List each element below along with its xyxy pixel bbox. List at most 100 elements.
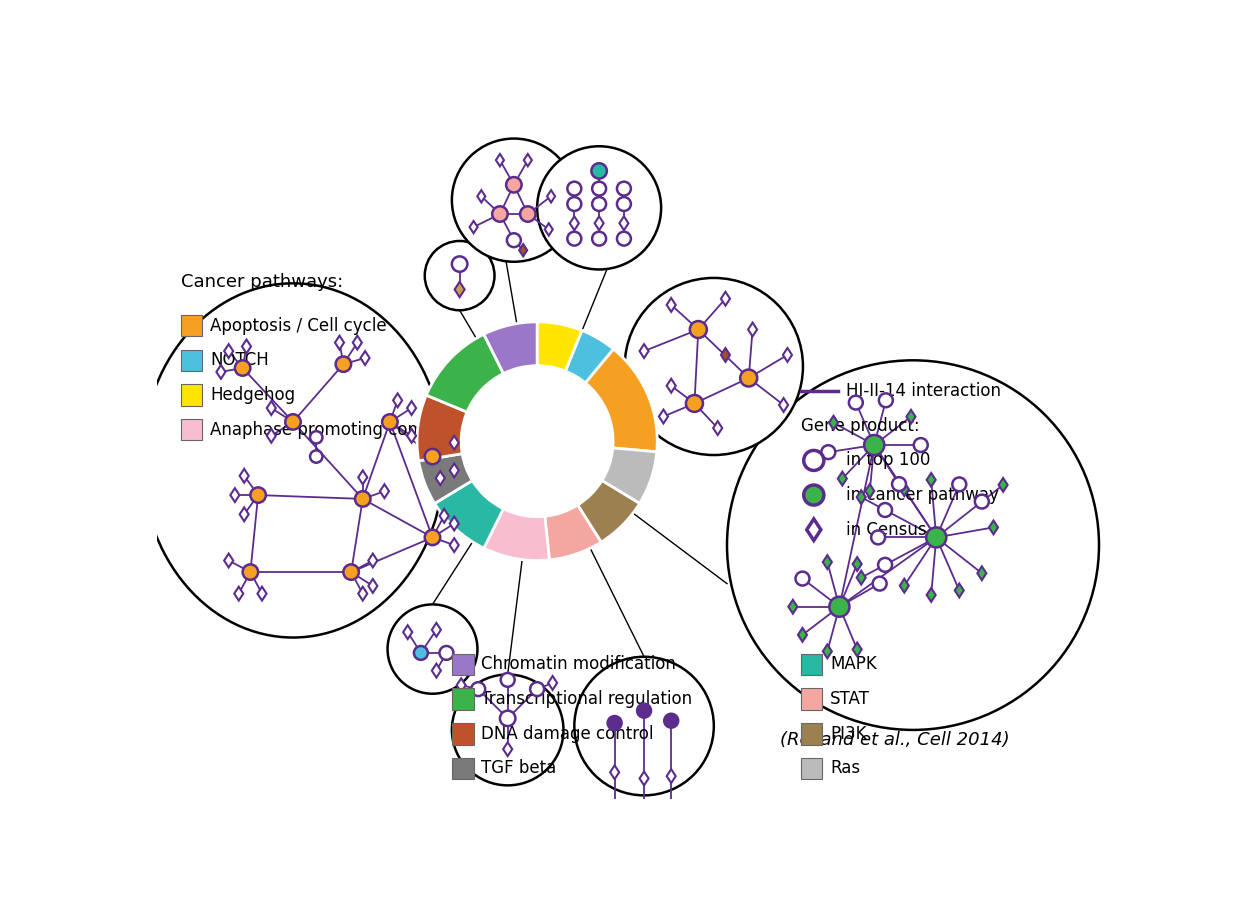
Ellipse shape bbox=[452, 674, 564, 786]
Ellipse shape bbox=[388, 604, 477, 694]
Circle shape bbox=[864, 435, 884, 455]
Polygon shape bbox=[640, 344, 648, 358]
Circle shape bbox=[592, 163, 607, 179]
Polygon shape bbox=[856, 490, 866, 504]
Polygon shape bbox=[432, 664, 441, 678]
Circle shape bbox=[452, 256, 467, 272]
Ellipse shape bbox=[624, 277, 803, 455]
Circle shape bbox=[414, 646, 428, 660]
Polygon shape bbox=[239, 507, 249, 521]
Circle shape bbox=[530, 682, 544, 696]
Circle shape bbox=[608, 716, 622, 730]
Text: HI-II-14 interaction: HI-II-14 interaction bbox=[846, 383, 1001, 401]
Circle shape bbox=[893, 477, 906, 491]
Polygon shape bbox=[449, 463, 458, 478]
Circle shape bbox=[520, 207, 535, 222]
Circle shape bbox=[665, 714, 679, 727]
Text: DNA damage control: DNA damage control bbox=[481, 725, 653, 743]
Wedge shape bbox=[578, 480, 640, 542]
Polygon shape bbox=[548, 676, 558, 690]
Circle shape bbox=[686, 395, 703, 412]
Polygon shape bbox=[407, 401, 417, 415]
Circle shape bbox=[471, 682, 485, 696]
Circle shape bbox=[355, 491, 370, 506]
Polygon shape bbox=[359, 586, 368, 601]
Ellipse shape bbox=[726, 360, 1099, 730]
Polygon shape bbox=[611, 765, 619, 779]
Polygon shape bbox=[658, 409, 669, 424]
Polygon shape bbox=[496, 154, 504, 166]
Polygon shape bbox=[852, 642, 861, 656]
Polygon shape bbox=[713, 421, 723, 435]
Circle shape bbox=[506, 177, 521, 192]
Circle shape bbox=[914, 438, 928, 452]
Polygon shape bbox=[807, 519, 821, 541]
Polygon shape bbox=[457, 678, 466, 692]
Text: Transcriptional regulation: Transcriptional regulation bbox=[481, 691, 692, 709]
Text: Cancer pathways:: Cancer pathways: bbox=[180, 273, 342, 291]
Text: Apoptosis / Cell cycle: Apoptosis / Cell cycle bbox=[210, 317, 387, 335]
Circle shape bbox=[500, 710, 515, 726]
Polygon shape bbox=[900, 578, 909, 593]
Text: PI3K: PI3K bbox=[830, 725, 866, 743]
Wedge shape bbox=[602, 448, 657, 504]
Circle shape bbox=[439, 646, 453, 660]
Bar bbox=[180, 349, 203, 371]
Circle shape bbox=[637, 704, 651, 718]
Circle shape bbox=[849, 396, 862, 409]
Polygon shape bbox=[900, 482, 909, 496]
Polygon shape bbox=[823, 645, 832, 658]
Circle shape bbox=[608, 821, 622, 834]
Polygon shape bbox=[234, 586, 243, 601]
Wedge shape bbox=[545, 505, 601, 559]
Bar bbox=[801, 689, 822, 710]
Wedge shape bbox=[585, 349, 657, 452]
Circle shape bbox=[740, 370, 757, 386]
Bar bbox=[452, 654, 473, 675]
Polygon shape bbox=[667, 298, 676, 312]
Circle shape bbox=[568, 197, 582, 211]
Bar bbox=[180, 418, 203, 440]
Circle shape bbox=[286, 414, 301, 429]
Circle shape bbox=[637, 827, 651, 841]
Ellipse shape bbox=[142, 284, 444, 638]
Polygon shape bbox=[504, 743, 512, 756]
Polygon shape bbox=[570, 216, 579, 230]
Text: Anaphase promoting complex: Anaphase promoting complex bbox=[210, 420, 458, 438]
Bar bbox=[452, 758, 473, 779]
Polygon shape bbox=[449, 538, 458, 552]
Bar bbox=[801, 654, 822, 675]
Polygon shape bbox=[667, 379, 676, 392]
Text: TGF beta: TGF beta bbox=[481, 760, 556, 778]
Ellipse shape bbox=[452, 138, 575, 261]
Polygon shape bbox=[224, 344, 233, 358]
Polygon shape bbox=[454, 282, 465, 297]
Circle shape bbox=[617, 197, 631, 211]
Circle shape bbox=[803, 485, 823, 505]
Circle shape bbox=[871, 531, 885, 544]
Circle shape bbox=[592, 181, 606, 196]
Circle shape bbox=[617, 232, 631, 245]
Circle shape bbox=[424, 530, 441, 545]
Polygon shape bbox=[783, 348, 792, 362]
Polygon shape bbox=[267, 401, 276, 415]
Polygon shape bbox=[837, 471, 847, 486]
Circle shape bbox=[424, 449, 441, 464]
Wedge shape bbox=[483, 509, 549, 560]
Circle shape bbox=[690, 321, 706, 338]
Bar bbox=[452, 689, 473, 710]
Polygon shape bbox=[906, 409, 915, 424]
Wedge shape bbox=[483, 321, 538, 374]
Polygon shape bbox=[230, 489, 239, 502]
Polygon shape bbox=[865, 484, 874, 497]
Polygon shape bbox=[927, 473, 935, 487]
Circle shape bbox=[974, 495, 988, 508]
Polygon shape bbox=[267, 429, 276, 443]
Text: in top 100: in top 100 bbox=[846, 452, 930, 470]
Bar bbox=[180, 384, 203, 406]
Polygon shape bbox=[369, 553, 378, 568]
Circle shape bbox=[383, 414, 398, 429]
Polygon shape bbox=[640, 771, 648, 786]
Polygon shape bbox=[393, 393, 402, 408]
Circle shape bbox=[568, 181, 582, 196]
